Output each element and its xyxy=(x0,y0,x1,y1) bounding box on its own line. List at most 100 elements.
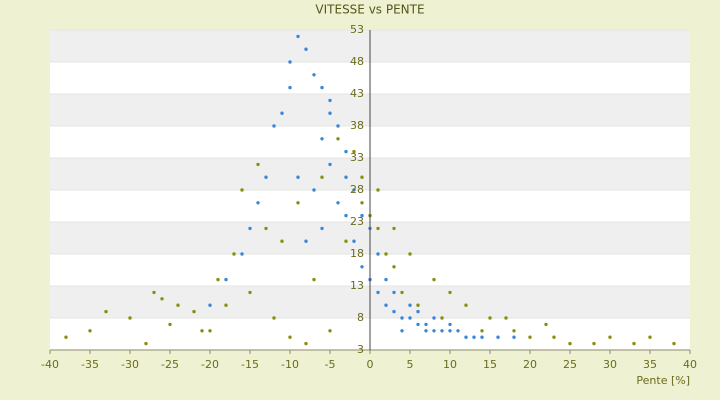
data-point xyxy=(472,335,476,339)
data-point xyxy=(344,149,348,154)
x-tick-label: -20 xyxy=(201,358,219,371)
y-tick-label: 13 xyxy=(350,279,364,292)
data-point xyxy=(568,341,572,346)
y-tick-label: 23 xyxy=(350,215,364,228)
data-point xyxy=(104,309,108,314)
x-tick-label: 15 xyxy=(483,358,497,371)
data-point xyxy=(272,124,276,128)
data-point xyxy=(312,277,316,282)
data-point xyxy=(496,335,500,339)
data-point xyxy=(392,309,396,314)
x-tick-label: -40 xyxy=(41,358,59,371)
data-point xyxy=(440,329,444,333)
data-point xyxy=(592,341,596,346)
data-point xyxy=(304,47,308,51)
data-point xyxy=(400,316,404,320)
x-tick-label: 0 xyxy=(367,358,374,371)
data-point xyxy=(432,329,436,333)
data-point xyxy=(320,226,324,231)
data-point xyxy=(352,188,356,192)
data-point xyxy=(360,213,364,218)
data-point xyxy=(144,341,148,346)
data-point xyxy=(352,239,356,243)
data-point xyxy=(320,85,324,90)
y-tick-label: 28 xyxy=(350,183,364,196)
y-tick-label: 18 xyxy=(350,247,364,260)
data-point xyxy=(320,137,324,141)
data-point xyxy=(296,201,300,205)
data-point xyxy=(328,98,332,103)
data-point xyxy=(288,335,292,339)
data-point xyxy=(224,277,228,282)
data-point xyxy=(336,124,340,128)
data-point xyxy=(480,335,484,339)
data-point xyxy=(192,309,196,314)
data-point xyxy=(384,277,388,282)
data-point xyxy=(272,316,276,320)
data-point xyxy=(328,111,332,115)
data-point xyxy=(448,329,452,333)
data-point xyxy=(392,290,396,295)
y-tick-label: 33 xyxy=(350,151,364,164)
data-point xyxy=(456,329,460,333)
data-point xyxy=(152,290,156,295)
data-point xyxy=(168,322,172,327)
data-point xyxy=(416,303,420,307)
data-point xyxy=(424,322,428,327)
data-point xyxy=(88,329,92,333)
data-point xyxy=(336,201,340,205)
x-tick-label: 20 xyxy=(523,358,537,371)
data-point xyxy=(400,329,404,333)
data-point xyxy=(464,335,468,339)
data-point xyxy=(376,252,380,256)
data-point xyxy=(296,175,300,179)
x-tick-label: 25 xyxy=(563,358,577,371)
data-point xyxy=(488,316,492,320)
data-point xyxy=(512,335,516,339)
x-tick-label: 10 xyxy=(443,358,457,371)
data-point xyxy=(480,329,484,333)
data-point xyxy=(352,149,356,154)
data-point xyxy=(256,162,260,167)
data-point xyxy=(360,201,364,205)
y-tick-label: 53 xyxy=(350,23,364,36)
data-point xyxy=(288,60,292,64)
data-point xyxy=(312,188,316,192)
x-axis-label: Pente [%] xyxy=(636,374,690,387)
data-point xyxy=(608,335,612,339)
data-point xyxy=(528,335,532,339)
data-point xyxy=(408,316,412,320)
data-point xyxy=(264,175,268,179)
x-tick-label: -25 xyxy=(161,358,179,371)
data-point xyxy=(424,329,428,333)
data-point xyxy=(200,329,204,333)
data-point xyxy=(128,316,132,320)
data-point xyxy=(384,252,388,256)
data-point xyxy=(416,309,420,314)
x-tick-label: -10 xyxy=(281,358,299,371)
x-tick-label: -15 xyxy=(241,358,259,371)
y-tick-label: 8 xyxy=(357,311,364,324)
data-point xyxy=(512,329,516,333)
y-tick-label: 43 xyxy=(350,87,364,100)
data-point xyxy=(544,322,548,327)
data-point xyxy=(360,265,364,269)
data-point xyxy=(304,239,308,243)
data-point xyxy=(208,329,212,333)
data-point xyxy=(648,335,652,339)
data-point xyxy=(392,226,396,231)
data-point xyxy=(432,277,436,282)
data-point xyxy=(376,290,380,295)
data-point xyxy=(304,341,308,346)
data-point xyxy=(344,239,348,243)
data-point xyxy=(280,111,284,115)
data-point xyxy=(288,85,292,90)
data-point xyxy=(232,252,236,256)
data-point xyxy=(64,335,68,339)
data-point xyxy=(216,277,220,282)
data-point xyxy=(408,252,412,256)
data-point xyxy=(632,341,636,346)
data-point xyxy=(248,226,252,231)
